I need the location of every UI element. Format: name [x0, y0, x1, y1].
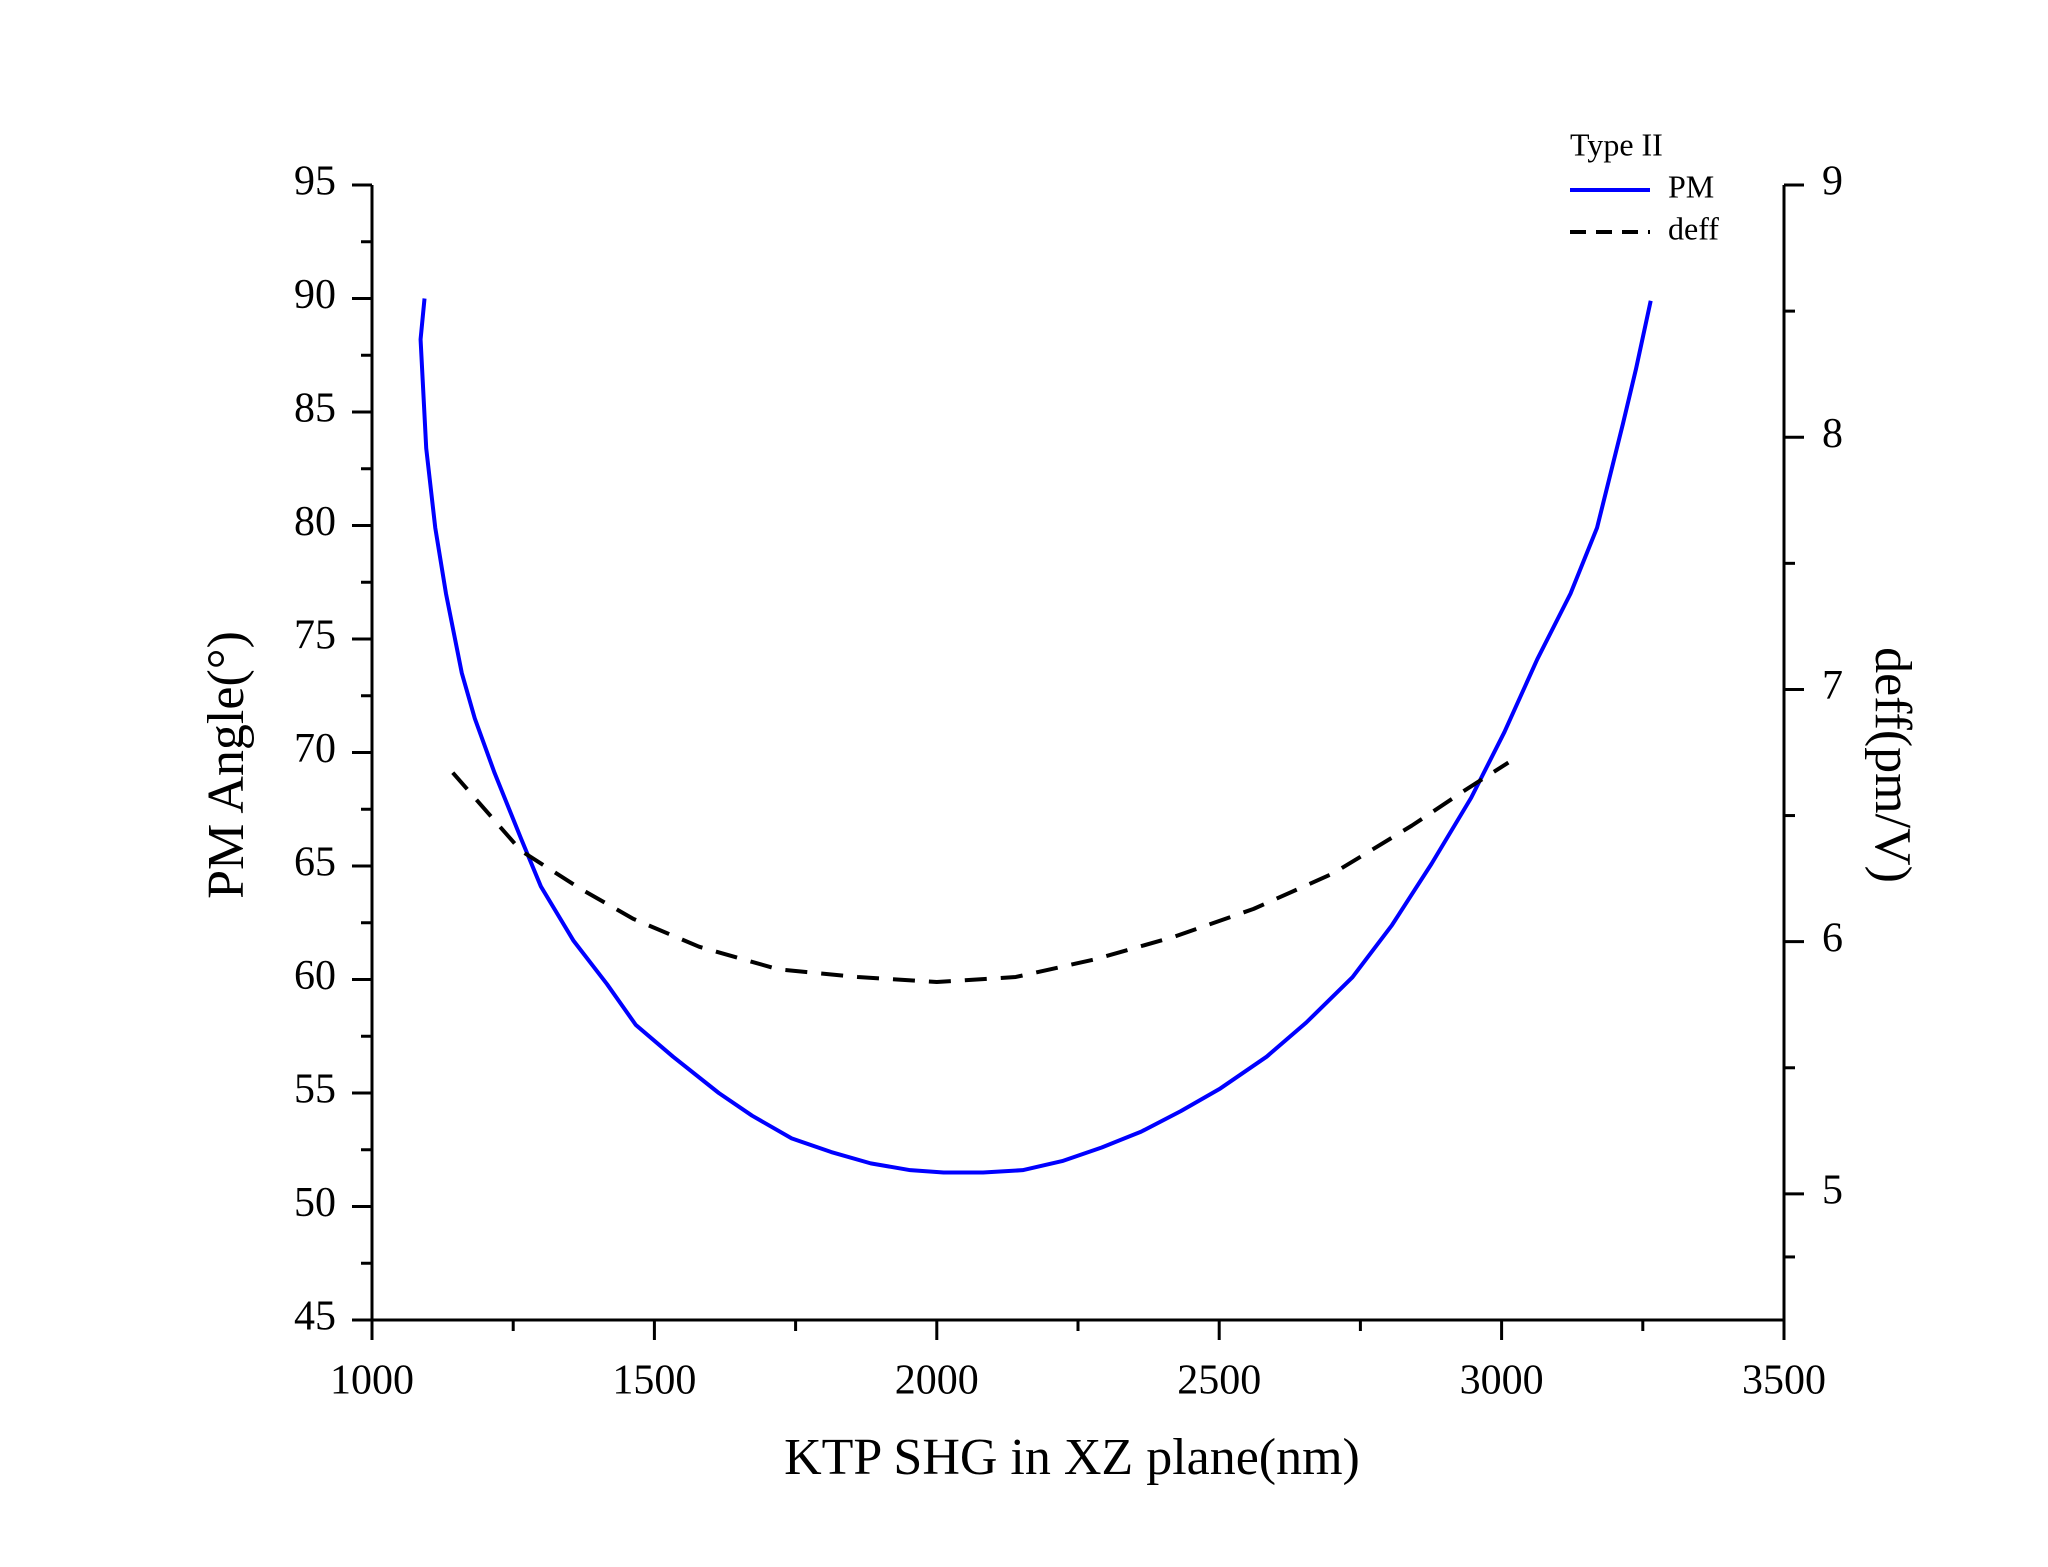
y2-tick-label: 6	[1822, 915, 1843, 961]
y2-tick-label: 9	[1822, 159, 1843, 205]
y2-axis-title: deff(pm/V)	[1864, 647, 1921, 883]
x-tick-label: 2500	[1177, 1358, 1261, 1404]
y-tick-label: 85	[294, 386, 336, 432]
x-axis-title: KTP SHG in XZ plane(nm)	[784, 1429, 1360, 1486]
y-tick-label: 75	[294, 613, 336, 659]
y-tick-label: 95	[294, 159, 336, 205]
y-tick-label: 65	[294, 840, 336, 886]
x-tick-label: 1500	[612, 1358, 696, 1404]
y-tick-label: 80	[294, 499, 336, 545]
series-line	[451, 760, 1510, 985]
y-tick-label: 55	[294, 1067, 336, 1113]
legend-label: PM	[1668, 168, 1714, 204]
y-tick-label: 70	[294, 726, 336, 772]
y-tick-label: 90	[294, 272, 336, 318]
y-tick-label: 45	[294, 1294, 336, 1340]
x-tick-label: 1000	[330, 1358, 414, 1404]
y-tick-label: 50	[294, 1180, 336, 1226]
x-tick-label: 2000	[895, 1358, 979, 1404]
y-axis-title: PM Angle(°)	[198, 631, 255, 899]
legend-title: Type II	[1570, 126, 1663, 162]
x-tick-label: 3000	[1460, 1358, 1544, 1404]
y2-tick-label: 5	[1822, 1168, 1843, 1214]
x-tick-label: 3500	[1742, 1358, 1826, 1404]
y2-tick-label: 8	[1822, 411, 1843, 457]
y-tick-label: 60	[294, 953, 336, 999]
series-line	[418, 298, 1653, 1175]
legend-label: deff	[1668, 210, 1719, 246]
y2-tick-label: 7	[1822, 663, 1843, 709]
